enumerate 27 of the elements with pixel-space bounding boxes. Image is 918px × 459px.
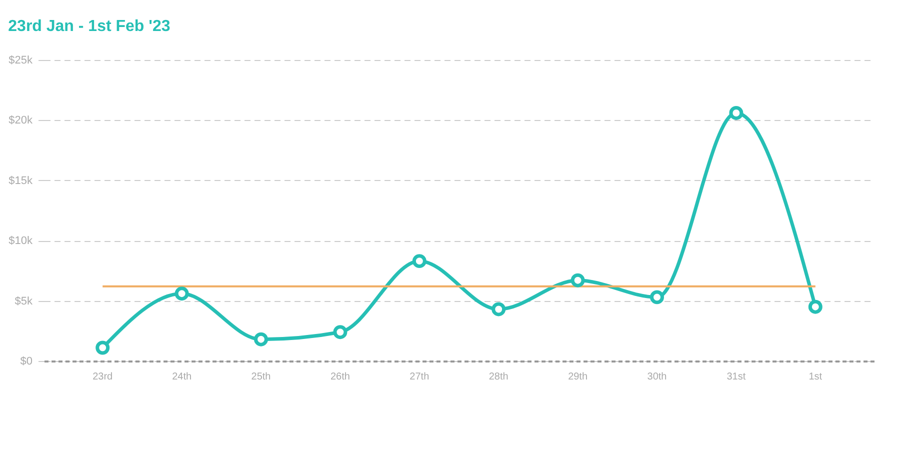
- point: [570, 273, 585, 288]
- x-tick-label: 25th: [251, 372, 271, 382]
- point: [333, 325, 348, 340]
- y-tick-label: $25k: [8, 54, 33, 66]
- point: [412, 254, 426, 268]
- point: [492, 302, 506, 316]
- x-tick-label: 27th: [410, 372, 430, 382]
- x-tick-label: 31st: [726, 372, 746, 382]
- x-tick-label: 28th: [488, 372, 508, 382]
- point: [650, 290, 664, 304]
- chart-title: 23rd Jan - 1st Feb '23: [8, 18, 170, 35]
- x-tick-label: 30th: [647, 372, 667, 382]
- point: [174, 286, 189, 301]
- y-tick-label: $15k: [8, 174, 33, 187]
- point: [96, 340, 110, 355]
- y-tick-label: $0: [20, 356, 32, 368]
- y-tick-label: $10k: [8, 235, 33, 248]
- x-tick-label: 23rd: [92, 372, 113, 382]
- x-tick-label: 24th: [172, 372, 192, 382]
- x-tick-label: 1st: [808, 372, 822, 382]
- point: [729, 106, 744, 120]
- x-tick-label: 26th: [330, 372, 350, 382]
- y-tick-label: $5k: [14, 295, 33, 308]
- point: [254, 332, 268, 346]
- y-tick-label: $20k: [8, 114, 33, 127]
- point: [808, 300, 822, 314]
- x-tick-label: 29th: [568, 372, 588, 382]
